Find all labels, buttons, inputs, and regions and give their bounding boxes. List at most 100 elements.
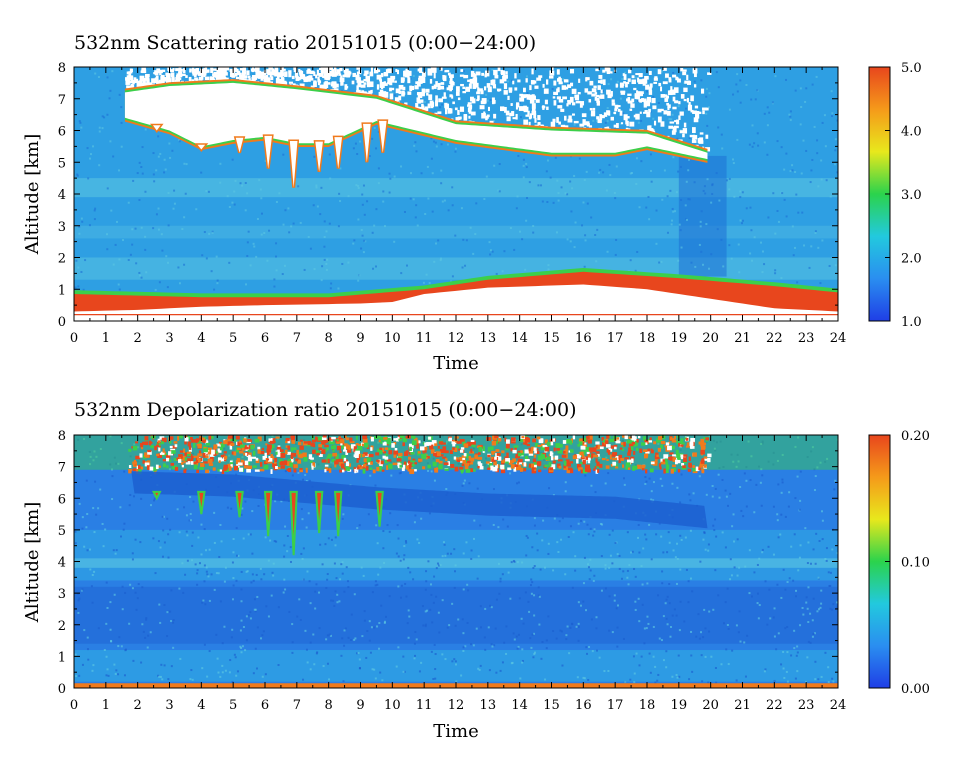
noise-pixel: [826, 179, 828, 181]
noise-pixel: [705, 96, 707, 98]
noise-pixel: [826, 560, 828, 562]
noise-pixel: [445, 488, 447, 490]
noise-pixel: [162, 516, 164, 518]
noise-pixel: [216, 282, 218, 284]
noise-pixel: [326, 259, 328, 261]
high-depol-pixel: [141, 447, 143, 449]
noise-pixel: [521, 618, 523, 620]
x-tick-label: 13: [480, 331, 497, 346]
noise-pixel: [814, 126, 816, 128]
sparse-signal-pixel: [599, 114, 602, 120]
high-depol-pixel: [534, 451, 537, 454]
noise-pixel: [638, 664, 640, 666]
noise-pixel: [583, 582, 585, 584]
noise-pixel: [748, 592, 750, 594]
x-tick-label: 20: [702, 331, 719, 346]
high-depol-pixel: [132, 462, 137, 465]
noise-pixel: [546, 639, 548, 641]
noise-pixel: [382, 547, 384, 549]
noise-pixel: [703, 190, 705, 192]
noise-pixel: [273, 278, 275, 280]
sparse-signal-pixel: [545, 100, 548, 105]
sparse-signal-pixel: [439, 86, 444, 90]
noise-pixel: [131, 228, 133, 230]
noise-pixel: [326, 230, 328, 232]
noise-pixel: [642, 604, 644, 606]
noise-pixel: [473, 520, 475, 522]
noise-pixel: [742, 515, 744, 517]
high-depol-pixel: [688, 469, 691, 472]
sparse-signal-pixel: [597, 85, 600, 90]
noise-pixel: [738, 271, 740, 273]
noise-pixel: [79, 122, 81, 124]
noise-pixel: [801, 212, 803, 214]
noise-pixel: [661, 570, 663, 572]
sparse-signal-pixel: [414, 85, 418, 89]
noise-pixel: [404, 583, 406, 585]
noise-pixel: [82, 664, 84, 666]
noise-pixel: [725, 490, 727, 492]
noise-pixel: [171, 665, 173, 667]
high-depol-pixel: [163, 459, 166, 461]
high-depol-pixel: [293, 464, 297, 468]
sparse-signal-pixel: [460, 84, 464, 86]
noise-pixel: [509, 598, 511, 600]
noise-pixel: [608, 164, 610, 166]
high-depol-pixel: [355, 451, 360, 454]
noise-pixel: [817, 185, 819, 187]
noise-pixel: [137, 597, 139, 599]
noise-pixel: [759, 604, 761, 606]
high-depol-pixel: [406, 450, 409, 454]
noise-pixel: [109, 140, 111, 142]
sparse-signal-pixel: [171, 73, 174, 78]
noise-pixel: [570, 240, 572, 242]
noise-pixel: [274, 500, 276, 502]
sparse-signal-pixel: [428, 94, 432, 100]
x-tick-label: 4: [197, 698, 205, 713]
high-depol-pixel: [511, 437, 516, 441]
sparse-signal-pixel: [464, 114, 467, 118]
noise-pixel: [467, 622, 469, 624]
noise-pixel: [601, 590, 603, 592]
noise-pixel: [378, 182, 380, 184]
sparse-signal-pixel: [141, 69, 145, 72]
high-depol-pixel: [666, 442, 669, 445]
noise-pixel: [375, 580, 377, 582]
noise-pixel: [462, 618, 464, 620]
sparse-signal-pixel: [458, 97, 460, 100]
high-depol-pixel: [281, 461, 285, 464]
noise-pixel: [768, 112, 770, 114]
high-depol-pixel: [347, 467, 350, 471]
sparse-signal-pixel: [264, 80, 268, 83]
high-depol-pixel: [554, 448, 556, 452]
noise-pixel: [142, 146, 144, 148]
sparse-signal-pixel: [402, 78, 405, 82]
high-depol-pixel: [363, 469, 366, 474]
noise-pixel: [614, 594, 616, 596]
high-depol-pixel: [322, 437, 327, 440]
noise-pixel: [376, 625, 378, 627]
sparse-signal-pixel: [470, 79, 474, 84]
noise-pixel: [528, 611, 530, 613]
noise-pixel: [94, 208, 96, 210]
noise-pixel: [242, 645, 244, 647]
noise-pixel: [442, 201, 444, 203]
noise-pixel: [372, 268, 374, 270]
noise-pixel: [695, 636, 697, 638]
noise-pixel: [77, 175, 79, 177]
high-depol-pixel: [418, 459, 422, 462]
noise-pixel: [729, 493, 731, 495]
noise-pixel: [777, 140, 779, 142]
high-depol-pixel: [454, 456, 456, 459]
noise-pixel: [102, 127, 104, 129]
high-depol-pixel: [318, 448, 321, 450]
high-depol-pixel: [424, 454, 426, 459]
high-depol-pixel: [241, 460, 244, 463]
noise-pixel: [628, 564, 630, 566]
noise-pixel: [389, 192, 391, 194]
noise-pixel: [135, 228, 137, 230]
noise-pixel: [129, 584, 131, 586]
high-depol-pixel: [175, 467, 178, 471]
noise-pixel: [705, 113, 707, 115]
noise-pixel: [208, 233, 210, 235]
